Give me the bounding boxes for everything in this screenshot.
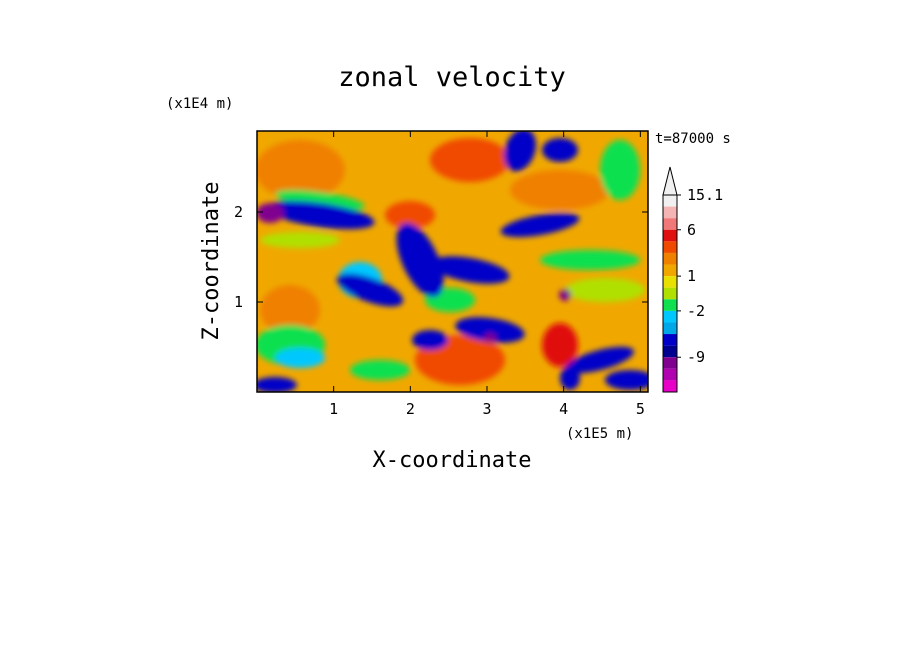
y-axis-label: Z-coordinate (199, 182, 224, 341)
x-tick-label: 4 (559, 400, 568, 418)
colorbar-segment (663, 299, 677, 311)
y-axis-ticks: 12 (234, 203, 648, 311)
plot-frame (256, 130, 649, 393)
colorbar-segment (663, 195, 677, 207)
colorbar-frame (662, 194, 678, 393)
x-axis-ticks: 1 2 3 4 5 (329, 131, 645, 418)
colorbar-segment (663, 345, 677, 358)
field-blob (257, 203, 284, 223)
y-axis-unit: (x1E4 m) (166, 96, 233, 112)
colorbar-segment (663, 264, 677, 277)
field-blob (385, 201, 435, 229)
colorbar-extend-arrow (662, 166, 678, 196)
x-tick-label: 5 (636, 400, 645, 418)
field-blob (430, 138, 510, 182)
colorbar-label: -2 (687, 302, 705, 320)
colorbar-segment (663, 276, 677, 288)
field-blob (350, 360, 410, 380)
colorbar-segment (663, 241, 677, 253)
colorbar-segment (663, 322, 677, 335)
field-blob (336, 273, 404, 307)
colorbar-segment (663, 287, 677, 300)
y-tick-label: 2 (234, 203, 243, 221)
colorbar-segment (663, 310, 677, 323)
field-blob (412, 330, 448, 350)
field-blob (566, 346, 634, 374)
field-blob (540, 250, 640, 270)
colorbar-segment (663, 357, 677, 369)
x-axis-unit: (x1E5 m) (566, 426, 633, 442)
time-label: t=87000 s (655, 131, 731, 147)
colorbar-segment (663, 368, 677, 381)
colorbar-label: 6 (687, 221, 696, 239)
field-blob (396, 222, 444, 298)
field-blob (542, 138, 578, 162)
field-blob (500, 212, 580, 238)
heatmap-field (257, 131, 648, 392)
colorbar-segment (663, 252, 677, 265)
field-blob (565, 278, 645, 302)
chart-title: zonal velocity (338, 62, 566, 93)
x-tick-label: 1 (329, 400, 338, 418)
x-axis-label: X-coordinate (373, 448, 532, 473)
field-blob (484, 333, 496, 343)
field-blob (260, 232, 340, 248)
field-blob (257, 140, 345, 200)
field-blob (455, 317, 525, 343)
field-blob (260, 285, 320, 335)
colorbar-segment (663, 206, 677, 219)
field-blob (560, 366, 580, 390)
field-blob (559, 289, 571, 301)
field-blob (510, 170, 610, 210)
field-blob (275, 348, 325, 368)
field-blob (275, 189, 365, 211)
colorbar-segment (663, 229, 677, 242)
colorbar-segment (663, 218, 677, 230)
colorbar-label: 15.1 (687, 186, 723, 204)
y-tick-label: 1 (234, 293, 243, 311)
field-blob (542, 323, 578, 367)
colorbar: 15.1 6 1 -2 -9 (662, 166, 723, 393)
heatmap-blobs (257, 131, 648, 392)
field-blob (430, 256, 510, 284)
x-tick-label: 2 (406, 400, 415, 418)
field-blob (504, 131, 536, 172)
colorbar-label: 1 (687, 267, 696, 285)
x-tick-label: 3 (482, 400, 491, 418)
field-blob (600, 140, 640, 200)
field-blob (257, 377, 297, 392)
field-blob (265, 200, 375, 230)
colorbar-segment (663, 334, 677, 346)
field-blob (605, 370, 648, 390)
colorbar-label: -9 (687, 348, 705, 366)
colorbar-segment (663, 380, 677, 392)
